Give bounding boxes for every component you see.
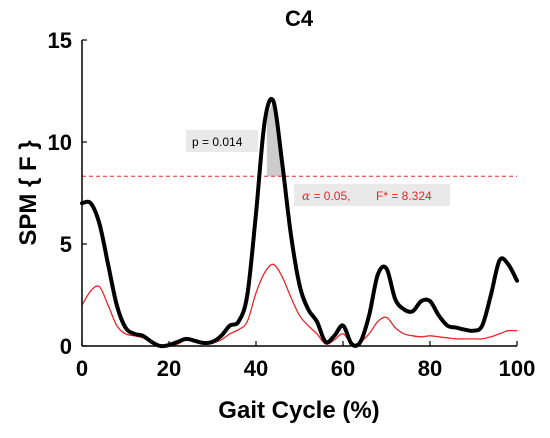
cluster-shading <box>266 102 288 177</box>
fstar-label: F* = 8.324 <box>376 189 432 203</box>
y-axis-label: SPM { F } <box>15 140 42 245</box>
y-tick-label: 15 <box>48 28 72 53</box>
p-label-box <box>186 130 258 152</box>
threshold-label-box <box>294 184 450 206</box>
x-ticks: 0 20 40 60 80 100 <box>76 341 535 381</box>
y-ticks: 0 5 10 15 <box>48 28 87 359</box>
x-tick-label: 100 <box>499 356 536 381</box>
p-value-label: p = 0.014 <box>192 135 243 149</box>
annotations: p = 0.014 α = 0.05, F* = 8.324 <box>186 130 450 206</box>
x-tick-label: 40 <box>244 356 268 381</box>
y-tick-label: 0 <box>60 334 72 359</box>
x-tick-label: 0 <box>76 356 88 381</box>
y-tick-label: 10 <box>48 130 72 155</box>
x-tick-label: 20 <box>157 356 181 381</box>
alpha-symbol: α <box>302 189 310 203</box>
x-tick-label: 60 <box>331 356 355 381</box>
y-tick-label: 5 <box>60 232 72 257</box>
x-tick-label: 80 <box>418 356 442 381</box>
alpha-value: = 0.05, <box>310 189 350 203</box>
spm-statistic-line <box>80 96 519 349</box>
plot-area <box>80 96 519 349</box>
alpha-label: α = 0.05, <box>302 189 350 203</box>
x-axis-label: Gait Cycle (%) <box>218 397 379 424</box>
chart-title: C4 <box>285 6 314 31</box>
